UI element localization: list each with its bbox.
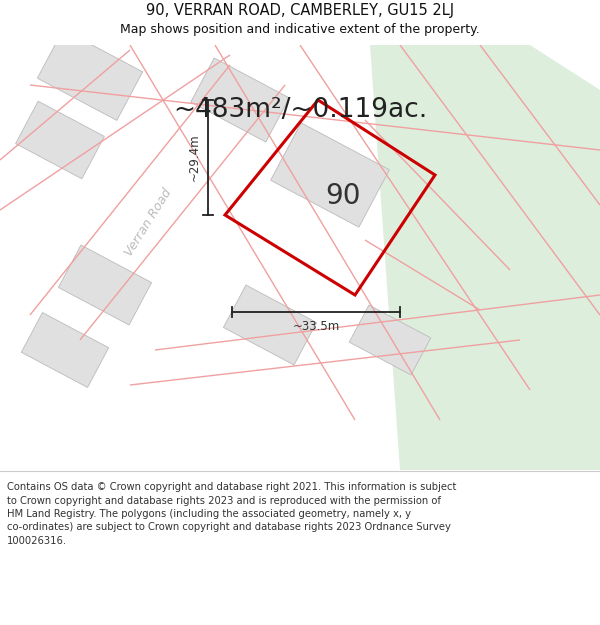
Polygon shape xyxy=(223,285,317,365)
Text: to Crown copyright and database rights 2023 and is reproduced with the permissio: to Crown copyright and database rights 2… xyxy=(7,496,441,506)
Polygon shape xyxy=(271,123,389,227)
Text: 100026316.: 100026316. xyxy=(7,536,67,546)
Text: co-ordinates) are subject to Crown copyright and database rights 2023 Ordnance S: co-ordinates) are subject to Crown copyr… xyxy=(7,522,451,532)
Polygon shape xyxy=(16,101,104,179)
Text: ~483m²/~0.119ac.: ~483m²/~0.119ac. xyxy=(173,97,427,123)
Text: 90, VERRAN ROAD, CAMBERLEY, GU15 2LJ: 90, VERRAN ROAD, CAMBERLEY, GU15 2LJ xyxy=(146,4,454,19)
Text: ~33.5m: ~33.5m xyxy=(292,321,340,334)
Text: Contains OS data © Crown copyright and database right 2021. This information is : Contains OS data © Crown copyright and d… xyxy=(7,482,457,492)
Text: Verran Road: Verran Road xyxy=(122,186,174,258)
Polygon shape xyxy=(37,29,143,121)
Text: ~29.4m: ~29.4m xyxy=(187,134,200,181)
Polygon shape xyxy=(191,58,289,142)
Polygon shape xyxy=(370,45,600,470)
Text: Map shows position and indicative extent of the property.: Map shows position and indicative extent… xyxy=(120,22,480,36)
Polygon shape xyxy=(58,245,152,325)
Polygon shape xyxy=(349,305,431,375)
Text: 90: 90 xyxy=(325,182,361,210)
Text: HM Land Registry. The polygons (including the associated geometry, namely x, y: HM Land Registry. The polygons (includin… xyxy=(7,509,411,519)
Polygon shape xyxy=(22,312,109,388)
